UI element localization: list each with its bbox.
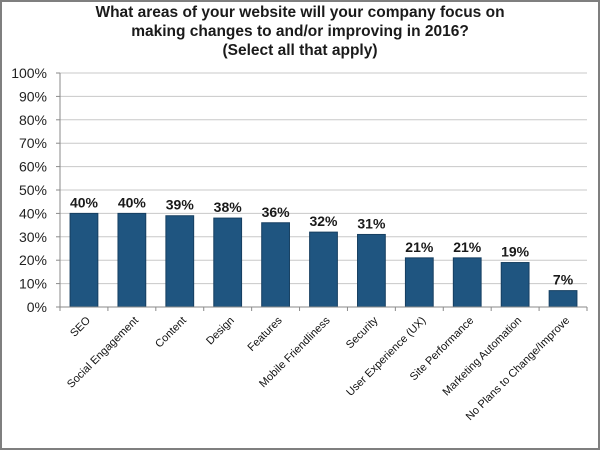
y-tick-label: 60%	[19, 159, 47, 175]
y-tick-label: 80%	[19, 112, 47, 128]
bar	[548, 290, 578, 308]
chart-title: What areas of your website will your com…	[0, 3, 600, 60]
chart-title-line-1: What areas of your website will your com…	[95, 4, 505, 21]
data-label: 38%	[214, 199, 243, 215]
x-tick-label: SEO	[68, 314, 93, 339]
data-label: 31%	[357, 215, 386, 231]
data-label: 39%	[166, 197, 195, 213]
y-axis: 0% 10% 20% 30% 40% 50% 60% 70% 80% 90% 100%	[11, 65, 61, 315]
x-tick-label: Marketing Automation	[441, 315, 525, 399]
data-label: 36%	[262, 204, 291, 220]
y-tick-label: 70%	[19, 135, 47, 151]
y-tick-label: 90%	[19, 88, 47, 104]
x-tick-label: Features	[246, 314, 286, 354]
y-tick-label: 40%	[19, 205, 47, 221]
x-tick-label: No Plans to Change/Improve	[464, 315, 572, 423]
data-label: 32%	[309, 213, 338, 229]
bar	[309, 231, 338, 308]
x-tick-label: Security	[344, 314, 381, 351]
x-tick-label: User Experience (UX)	[344, 315, 428, 399]
bar	[261, 222, 290, 308]
bar	[357, 233, 386, 308]
bar	[404, 257, 434, 308]
y-tick-label: 50%	[19, 182, 47, 198]
bar	[452, 257, 482, 308]
bar	[500, 262, 530, 308]
data-label: 40%	[118, 194, 147, 210]
data-label: 21%	[405, 239, 434, 255]
y-tick-label: 20%	[19, 252, 47, 268]
bar	[69, 212, 99, 308]
data-label: 7%	[553, 272, 574, 288]
bar	[165, 215, 195, 308]
data-label: 19%	[501, 244, 530, 260]
y-tick-label: 0%	[27, 299, 47, 315]
data-label: 21%	[453, 239, 482, 255]
chart-title-line-3: (Select all that apply)	[222, 42, 378, 59]
x-tick-label: Content	[153, 315, 189, 351]
data-label: 40%	[70, 194, 99, 210]
y-tick-label: 10%	[19, 276, 47, 292]
bar	[117, 212, 147, 308]
x-tick-label: Design	[204, 315, 237, 348]
bars: 40% 40% 39% 38% 36% 32% 31% 21% 21% 19% 7%	[69, 194, 578, 308]
gridlines	[60, 72, 587, 285]
y-tick-label: 30%	[19, 229, 47, 245]
chart-title-line-2: making changes to and/or improving in 20…	[131, 23, 469, 40]
bar	[213, 217, 243, 308]
y-tick-label: 100%	[11, 65, 47, 81]
